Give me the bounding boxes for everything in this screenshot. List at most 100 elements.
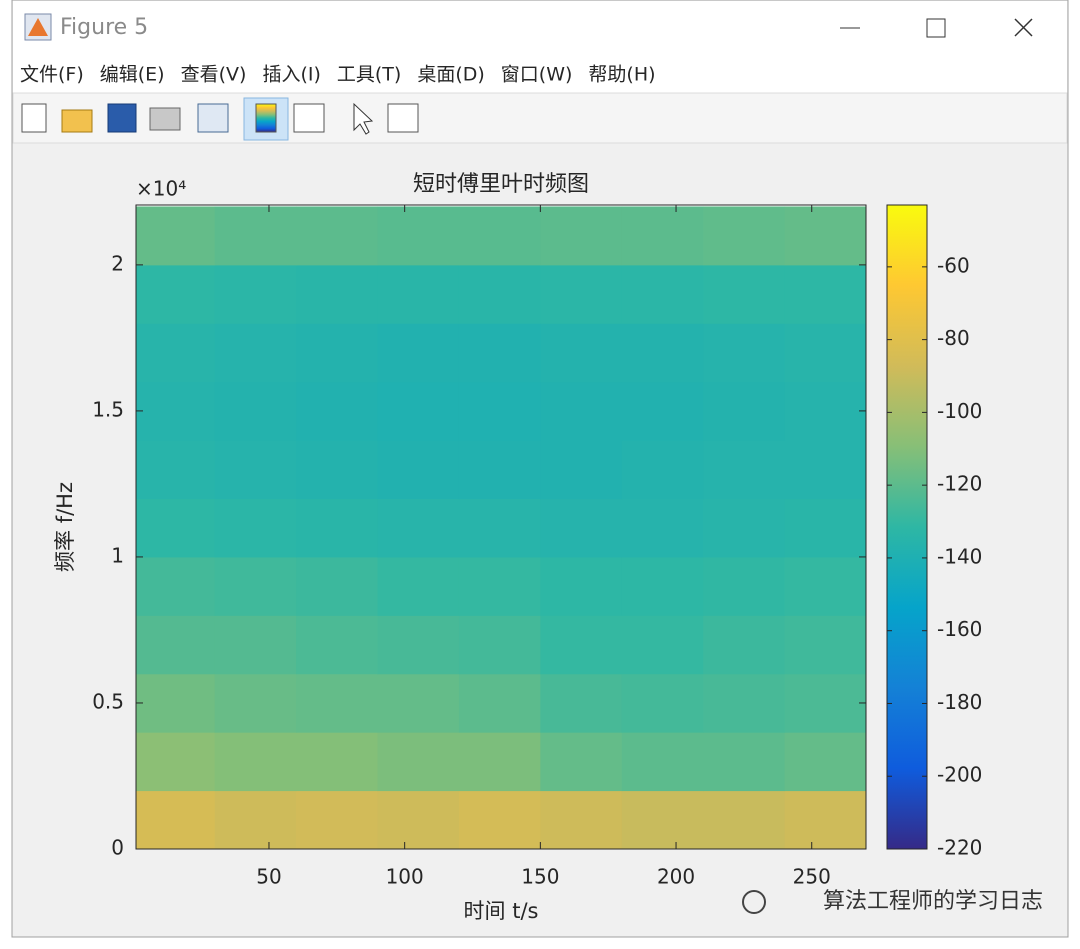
- heatmap-cell: [136, 264, 216, 324]
- heatmap-cell: [784, 264, 866, 324]
- new-button[interactable]: [21, 103, 47, 133]
- heatmap-cell: [296, 790, 379, 849]
- heatmap-cell: [377, 732, 460, 792]
- heatmap-cell: [703, 615, 786, 675]
- heatmap: [136, 206, 866, 849]
- heatmap-cell: [703, 556, 786, 616]
- heatmap-cell: [540, 323, 623, 383]
- heatmap-cell: [136, 323, 216, 383]
- legend-button[interactable]: [293, 103, 325, 133]
- heatmap-cell: [136, 206, 216, 266]
- colorbar-tick-label: -60: [937, 253, 970, 277]
- save-button[interactable]: [107, 103, 137, 133]
- x-tick-label: 50: [256, 865, 281, 889]
- heatmap-cell: [458, 323, 541, 383]
- colorbar-tick-label: -220: [937, 836, 982, 860]
- heatmap-cell: [214, 498, 297, 558]
- heatmap-cell: [296, 381, 379, 441]
- heatmap-cell: [621, 732, 704, 792]
- heatmap-cell: [296, 556, 379, 616]
- heatmap-cell: [377, 673, 460, 733]
- heatmap-cell: [214, 264, 297, 324]
- menu-item[interactable]: 查看(V): [181, 64, 247, 86]
- heatmap-cell: [540, 498, 623, 558]
- window-title: Figure 5: [60, 15, 148, 40]
- app-icon-shape: [28, 18, 48, 36]
- chart-title: 短时傅里叶时频图: [413, 172, 589, 197]
- heatmap-cell: [703, 440, 786, 500]
- heatmap-cell: [540, 673, 623, 733]
- print-button[interactable]: [149, 107, 181, 131]
- heatmap-cell: [296, 206, 379, 266]
- heatmap-cell: [540, 264, 623, 324]
- heatmap-cell: [136, 615, 216, 675]
- heatmap-cell: [136, 673, 216, 733]
- open-button[interactable]: [61, 109, 93, 133]
- heatmap-cell: [784, 732, 866, 792]
- heatmap-cell: [540, 206, 623, 266]
- watermark-icon: [742, 890, 766, 914]
- y-tick-label: 0.5: [92, 689, 124, 713]
- heatmap-cell: [296, 323, 379, 383]
- heatmap-cell: [136, 556, 216, 616]
- heatmap-cell: [136, 440, 216, 500]
- y-tick-label: 2: [111, 251, 124, 275]
- colorbar-tick-label: -140: [937, 544, 982, 568]
- heatmap-cell: [458, 498, 541, 558]
- close-button[interactable]: [1014, 18, 1033, 37]
- menu-item[interactable]: 文件(F): [20, 64, 84, 86]
- heatmap-cell: [540, 381, 623, 441]
- heatmap-cell: [458, 206, 541, 266]
- heatmap-cell: [458, 615, 541, 675]
- y-axis-label: 频率 f/Hz: [53, 482, 77, 572]
- heatmap-cell: [540, 556, 623, 616]
- pointer-button[interactable]: [353, 102, 374, 135]
- heatmap-cell: [784, 498, 866, 558]
- heatmap-cell: [377, 323, 460, 383]
- heatmap-cell: [136, 498, 216, 558]
- heatmap-cell: [214, 323, 297, 383]
- menu-item[interactable]: 桌面(D): [417, 64, 484, 86]
- heatmap-cell: [458, 732, 541, 792]
- menu-item[interactable]: 帮助(H): [588, 64, 655, 86]
- maximize-button[interactable]: [926, 18, 946, 38]
- heatmap-cell: [784, 615, 866, 675]
- property-button[interactable]: [387, 103, 419, 133]
- menu-item[interactable]: 工具(T): [337, 64, 401, 86]
- colorbar-tick-label: -100: [937, 399, 982, 423]
- heatmap-cell: [703, 790, 786, 849]
- heatmap-cell: [458, 440, 541, 500]
- menu-item[interactable]: 编辑(E): [100, 64, 165, 86]
- heatmap-cell: [296, 673, 379, 733]
- heatmap-cell: [458, 381, 541, 441]
- heatmap-cell: [377, 381, 460, 441]
- heatmap-cell: [621, 790, 704, 849]
- y-tick-label: 1.5: [92, 397, 124, 421]
- heatmap-cell: [621, 381, 704, 441]
- colorbar-tick-label: -120: [937, 472, 982, 496]
- x-tick-label: 150: [521, 865, 559, 889]
- menu-item[interactable]: 窗口(W): [501, 64, 573, 86]
- heatmap-cell: [540, 440, 623, 500]
- colorbar-tick-label: -180: [937, 690, 982, 714]
- colorbar-tick-label: -160: [937, 617, 982, 641]
- heatmap-cell: [703, 732, 786, 792]
- axes-box: [135, 204, 867, 850]
- heatmap-cell: [214, 206, 297, 266]
- heatmap-cell: [214, 440, 297, 500]
- heatmap-cell: [458, 673, 541, 733]
- heatmap-cell: [621, 206, 704, 266]
- heatmap-cell: [621, 615, 704, 675]
- heatmap-cell: [377, 498, 460, 558]
- colorbar-button[interactable]: [243, 97, 289, 141]
- y-tick-label: 0: [111, 836, 124, 860]
- menu-item[interactable]: 插入(I): [262, 64, 320, 86]
- heatmap-cell: [784, 673, 866, 733]
- link-button[interactable]: [197, 103, 229, 133]
- heatmap-cell: [784, 440, 866, 500]
- heatmap-cell: [621, 556, 704, 616]
- heatmap-cell: [377, 206, 460, 266]
- heatmap-cell: [214, 732, 297, 792]
- heatmap-cell: [214, 790, 297, 849]
